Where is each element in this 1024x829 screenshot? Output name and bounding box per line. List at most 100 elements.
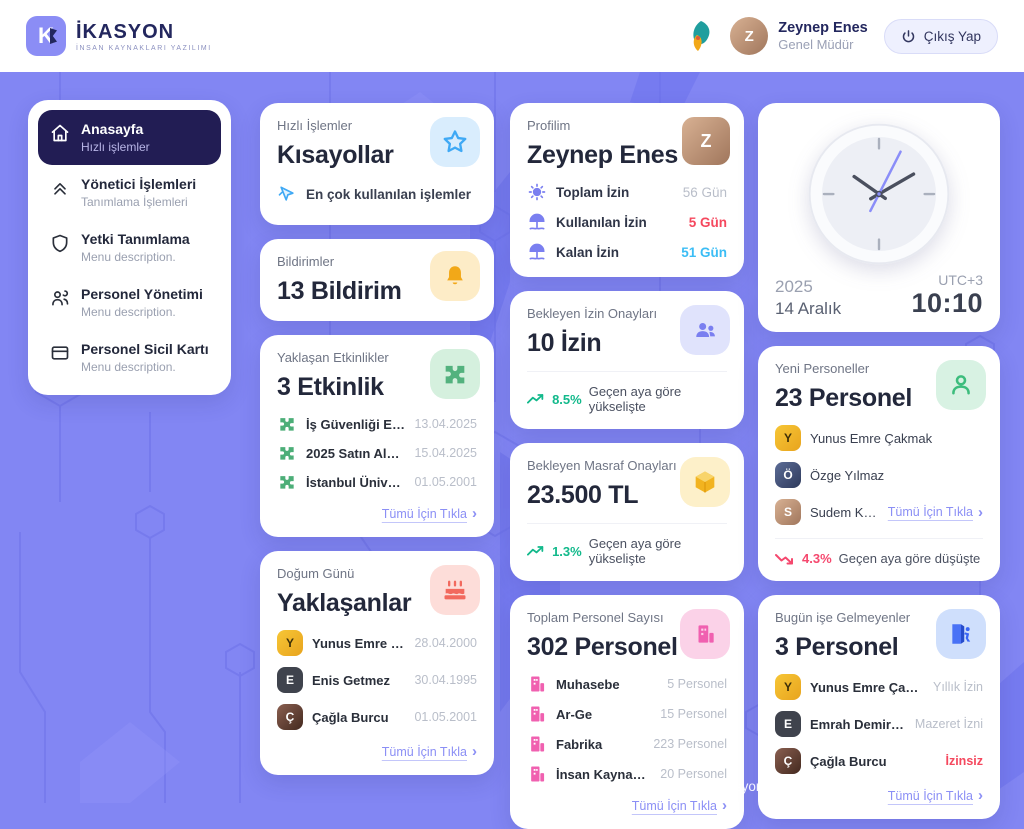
leave-stat-row: Kalan İzin 51 Gün: [527, 242, 727, 262]
puzzle-icon: [277, 443, 297, 463]
sidebar-item-personel-sicil-karti[interactable]: Personel Sicil Kartı Menu description.: [38, 330, 221, 385]
new-staff-card: Yeni Personeller 23 Personel Y Yunus Emr…: [758, 346, 1000, 581]
event-row: 2025 Satın Alma ve En... 15.04.2025: [277, 443, 477, 463]
stat-label: Kullanılan İzin: [556, 215, 680, 230]
card-icon: [50, 343, 70, 363]
clock-card: 2025 14 Aralık UTC+3 10:10: [758, 103, 1000, 332]
event-date: 15.04.2025: [414, 446, 477, 460]
avatar: Y: [775, 425, 801, 451]
flame-leaf-icon: [688, 19, 714, 53]
sidebar-item-desc: Menu description.: [81, 360, 209, 374]
department-name: Ar-Ge: [556, 707, 651, 722]
trend-text: Geçen aya göre düşüşte: [839, 551, 981, 566]
stat-value: 56 Gün: [683, 185, 727, 200]
trend-text: Geçen aya göre yükselişte: [589, 536, 727, 566]
event-name: 2025 Satın Alma ve En...: [306, 446, 405, 461]
analog-clock: [803, 118, 955, 270]
department-name: Muhasebe: [556, 677, 658, 692]
sidebar-item-personel-yonetimi[interactable]: Personel Yönetimi Menu description.: [38, 275, 221, 330]
power-icon: [901, 29, 916, 44]
sidebar-item-yonetici-islemleri[interactable]: Yönetici İşlemleri Tanımlama İşlemleri: [38, 165, 221, 220]
beach-umbrella-icon: [527, 242, 547, 262]
department-count: 15 Personel: [660, 707, 727, 721]
profile-card: Profilim Zeynep Enes Z Toplam İzin 56 Gü…: [510, 103, 744, 277]
puzzle-icon: [277, 472, 297, 492]
avatar: E: [775, 711, 801, 737]
chevrons-up-icon: [50, 178, 70, 198]
event-date: 01.05.2001: [414, 475, 477, 489]
birth-date: 01.05.2001: [414, 710, 477, 724]
trend-text: Geçen aya göre yükselişte: [589, 384, 727, 414]
building-icon: [680, 609, 730, 659]
building-icon: [527, 764, 547, 784]
person-name: Yunus Emre Çakmak: [312, 636, 405, 651]
brand-subtitle: İNSAN KAYNAKLARI YAZILIMI: [76, 45, 212, 52]
absent-row: E Emrah Demiryol Mazeret İzni: [775, 711, 983, 737]
brand-logo-icon: K: [26, 16, 66, 56]
building-icon: [527, 674, 547, 694]
trend-up-icon: [527, 393, 545, 406]
puzzle-icon: [430, 349, 480, 399]
absent-row: Ç Çağla Burcu İzinsiz: [775, 748, 983, 774]
chevron-right-icon: ›: [472, 743, 477, 760]
user-name: Zeynep Enes: [778, 19, 867, 37]
birthday-row: Ç Çağla Burcu 01.05.2001: [277, 704, 477, 730]
trend-row: 8.5% Geçen aya göre yükselişte: [527, 371, 727, 414]
headcount-view-all-link[interactable]: Tümü İçin Tıkla ›: [527, 797, 727, 814]
avatar: Y: [277, 630, 303, 656]
person-name: Yunus Emre Çakmak: [810, 431, 983, 446]
clock-year: 2025: [775, 277, 841, 297]
sidebar-item-desc: Hızlı işlemler: [81, 140, 150, 154]
person-name: Çağla Burcu: [810, 754, 936, 769]
trend-up-icon: [527, 545, 545, 558]
avatar: E: [277, 667, 303, 693]
person-name: Çağla Burcu: [312, 710, 405, 725]
stat-value: 5 Gün: [689, 215, 727, 230]
top-bar: K İKASYON İNSAN KAYNAKLARI YAZILIMI Z Ze…: [0, 0, 1024, 72]
users-icon: [50, 288, 70, 308]
trend-pct: 4.3%: [802, 551, 832, 566]
stat-label: Kalan İzin: [556, 245, 672, 260]
chevron-right-icon: ›: [722, 797, 727, 814]
stat-value: 51 Gün: [681, 245, 727, 260]
chevron-right-icon: ›: [472, 505, 477, 522]
events-view-all-link[interactable]: Tümü İçin Tıkla ›: [277, 505, 477, 522]
sidebar-item-yetki-tanimlama[interactable]: Yetki Tanımlama Menu description.: [38, 220, 221, 275]
notifications-card: Bildirimler 13 Bildirim: [260, 239, 494, 321]
people-icon: [680, 305, 730, 355]
chevron-right-icon: ›: [978, 504, 983, 521]
logout-button[interactable]: Çıkış Yap: [884, 19, 998, 54]
department-row: Fabrika 223 Personel: [527, 734, 727, 754]
avatar: Ç: [277, 704, 303, 730]
birth-date: 30.04.1995: [414, 673, 477, 687]
new-staff-view-all-link[interactable]: Tümü İçin Tıkla ›: [888, 504, 983, 521]
avatar: Ö: [775, 462, 801, 488]
cake-icon: [430, 565, 480, 615]
event-row: İstanbul Üniversitesi İş... 01.05.2001: [277, 472, 477, 492]
sidebar-item-desc: Menu description.: [81, 305, 203, 319]
absent-row: Y Yunus Emre Çakmak Yıllık İzin: [775, 674, 983, 700]
birthday-row: E Enis Getmez 30.04.1995: [277, 667, 477, 693]
building-icon: [527, 734, 547, 754]
trend-pct: 1.3%: [552, 544, 582, 559]
cube-icon: [680, 457, 730, 507]
department-row: Muhasebe 5 Personel: [527, 674, 727, 694]
avatar: Y: [775, 674, 801, 700]
logout-label: Çıkış Yap: [924, 29, 981, 44]
profile-photo: Z: [682, 117, 730, 165]
star-icon: [430, 117, 480, 167]
sidebar-item-label: Personel Yönetimi: [81, 286, 203, 302]
expense-approvals-card: Bekleyen Masraf Onayları 23.500 TL 1.3% …: [510, 443, 744, 581]
birthdays-view-all-link[interactable]: Tümü İçin Tıkla ›: [277, 743, 477, 760]
sidebar-item-desc: Menu description.: [81, 250, 190, 264]
shortcuts-card: Hızlı İşlemler Kısayollar En çok kullanı…: [260, 103, 494, 225]
department-count: 223 Personel: [653, 737, 727, 751]
avatar: S: [775, 499, 801, 525]
sidebar-item-anasayfa[interactable]: Anasayfa Hızlı işlemler: [38, 110, 221, 165]
clock-time: 10:10: [911, 288, 983, 319]
department-row: Ar-Ge 15 Personel: [527, 704, 727, 724]
person-name: Sudem Kaya: [810, 505, 879, 520]
brand: K İKASYON İNSAN KAYNAKLARI YAZILIMI: [26, 16, 212, 56]
sidebar-item-label: Personel Sicil Kartı: [81, 341, 209, 357]
birth-date: 28.04.2000: [414, 636, 477, 650]
